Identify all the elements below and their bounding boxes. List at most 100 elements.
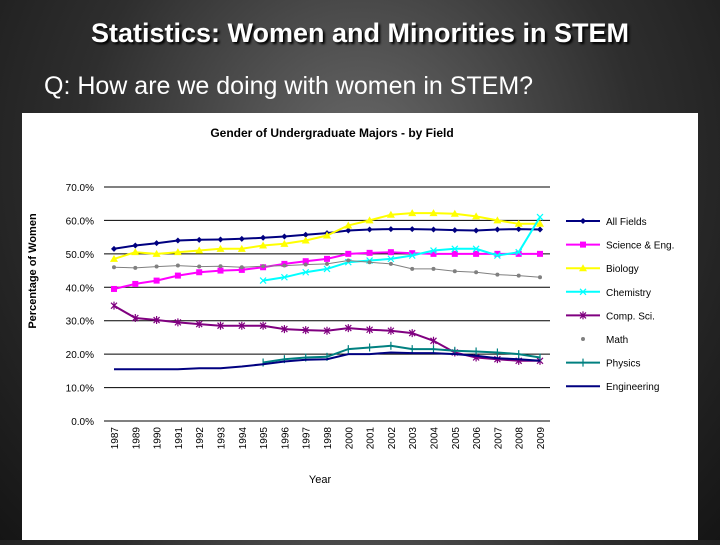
data-point [579,288,587,296]
data-point [261,264,266,269]
legend-item: Math [581,335,628,346]
data-point [430,336,437,345]
data-point [173,248,182,256]
x-axis-ticks: 1987 1989 1990 1991 1992 1993 1994 1995 1996 1997… [104,420,550,450]
data-point [132,242,139,249]
data-point [579,264,587,272]
data-point [260,234,267,241]
data-point [237,244,246,252]
data-point [131,248,140,256]
data-point [259,241,268,249]
data-point [473,250,480,257]
x-tick-label: 1995 [259,427,270,450]
data-point [516,273,521,278]
footnote: without permission. [312,511,408,523]
data-point [239,265,244,270]
x-tick-label: 2000 [344,427,355,450]
data-point [387,226,394,233]
data-point [217,321,224,330]
data-point [474,270,479,275]
data-point [536,213,544,221]
data-point [111,245,117,252]
data-point [196,269,203,276]
series-all-fields [111,226,543,252]
data-point [302,268,310,276]
data-point [195,246,204,254]
data-point [452,269,457,274]
data-point [451,245,459,253]
data-point [386,210,395,218]
data-point [345,250,352,257]
data-point [112,265,116,270]
data-point [302,258,309,265]
data-point [344,324,352,333]
data-point [493,216,502,224]
data-point [280,239,289,247]
data-point [387,249,394,256]
y-tick-label: 10.0% [66,384,94,395]
data-point [536,219,544,227]
data-point [431,266,436,271]
data-point [111,285,117,292]
data-point [366,249,373,256]
data-point [175,263,180,268]
data-point [579,311,587,320]
data-point [303,262,308,267]
legend-item: Biology [566,264,639,275]
data-point [346,258,351,263]
data-point [537,226,543,233]
data-point [218,264,223,269]
data-point [580,241,586,248]
data-point [451,250,458,257]
legend-label: All Fields [606,217,647,228]
series-line [262,216,541,282]
series-line [262,344,541,364]
data-point [429,209,438,217]
data-point [197,264,202,269]
x-tick-label: 1992 [195,427,206,450]
data-point [472,245,480,253]
y-tick-label: 50.0% [66,250,94,261]
x-tick-label: 2008 [515,427,526,450]
data-point [282,263,287,268]
data-point [110,254,118,262]
data-point [174,272,181,279]
data-point [217,267,224,274]
legend-label: Physics [606,359,640,370]
data-point [581,337,585,341]
data-point [131,314,139,323]
data-point [450,209,459,217]
x-tick-label: 1987 [110,427,121,450]
y-tick-label: 20.0% [66,350,94,361]
data-point [366,325,374,334]
data-point [216,244,225,252]
data-point [324,255,330,262]
data-point [302,231,309,238]
y-tick-label: 30.0% [66,317,94,328]
data-point [301,236,310,244]
data-point [366,226,373,233]
series-biology [110,209,544,262]
data-point [514,219,523,227]
data-point [259,321,267,330]
data-point [217,236,224,243]
x-tick-label: 1997 [302,427,313,450]
y-axis-label: Percentage of Women [27,213,39,329]
y-tick-label: 70.0% [66,183,94,194]
data-point [430,247,437,254]
legend-item: Chemistry [566,288,651,299]
x-tick-label: 2004 [430,427,441,450]
data-point [495,272,500,277]
legend: All Fields Science & Eng. Biology Chemistry… [560,203,690,393]
data-point [538,275,542,280]
data-point [387,326,395,335]
x-tick-label: 1991 [174,427,185,450]
data-point [515,250,522,257]
data-point [345,227,352,234]
data-point [302,326,310,335]
data-point [259,277,267,285]
x-tick-label: 2007 [493,427,504,450]
data-point [323,231,331,239]
data-point [515,226,522,233]
x-tick-label: 2009 [536,427,547,450]
